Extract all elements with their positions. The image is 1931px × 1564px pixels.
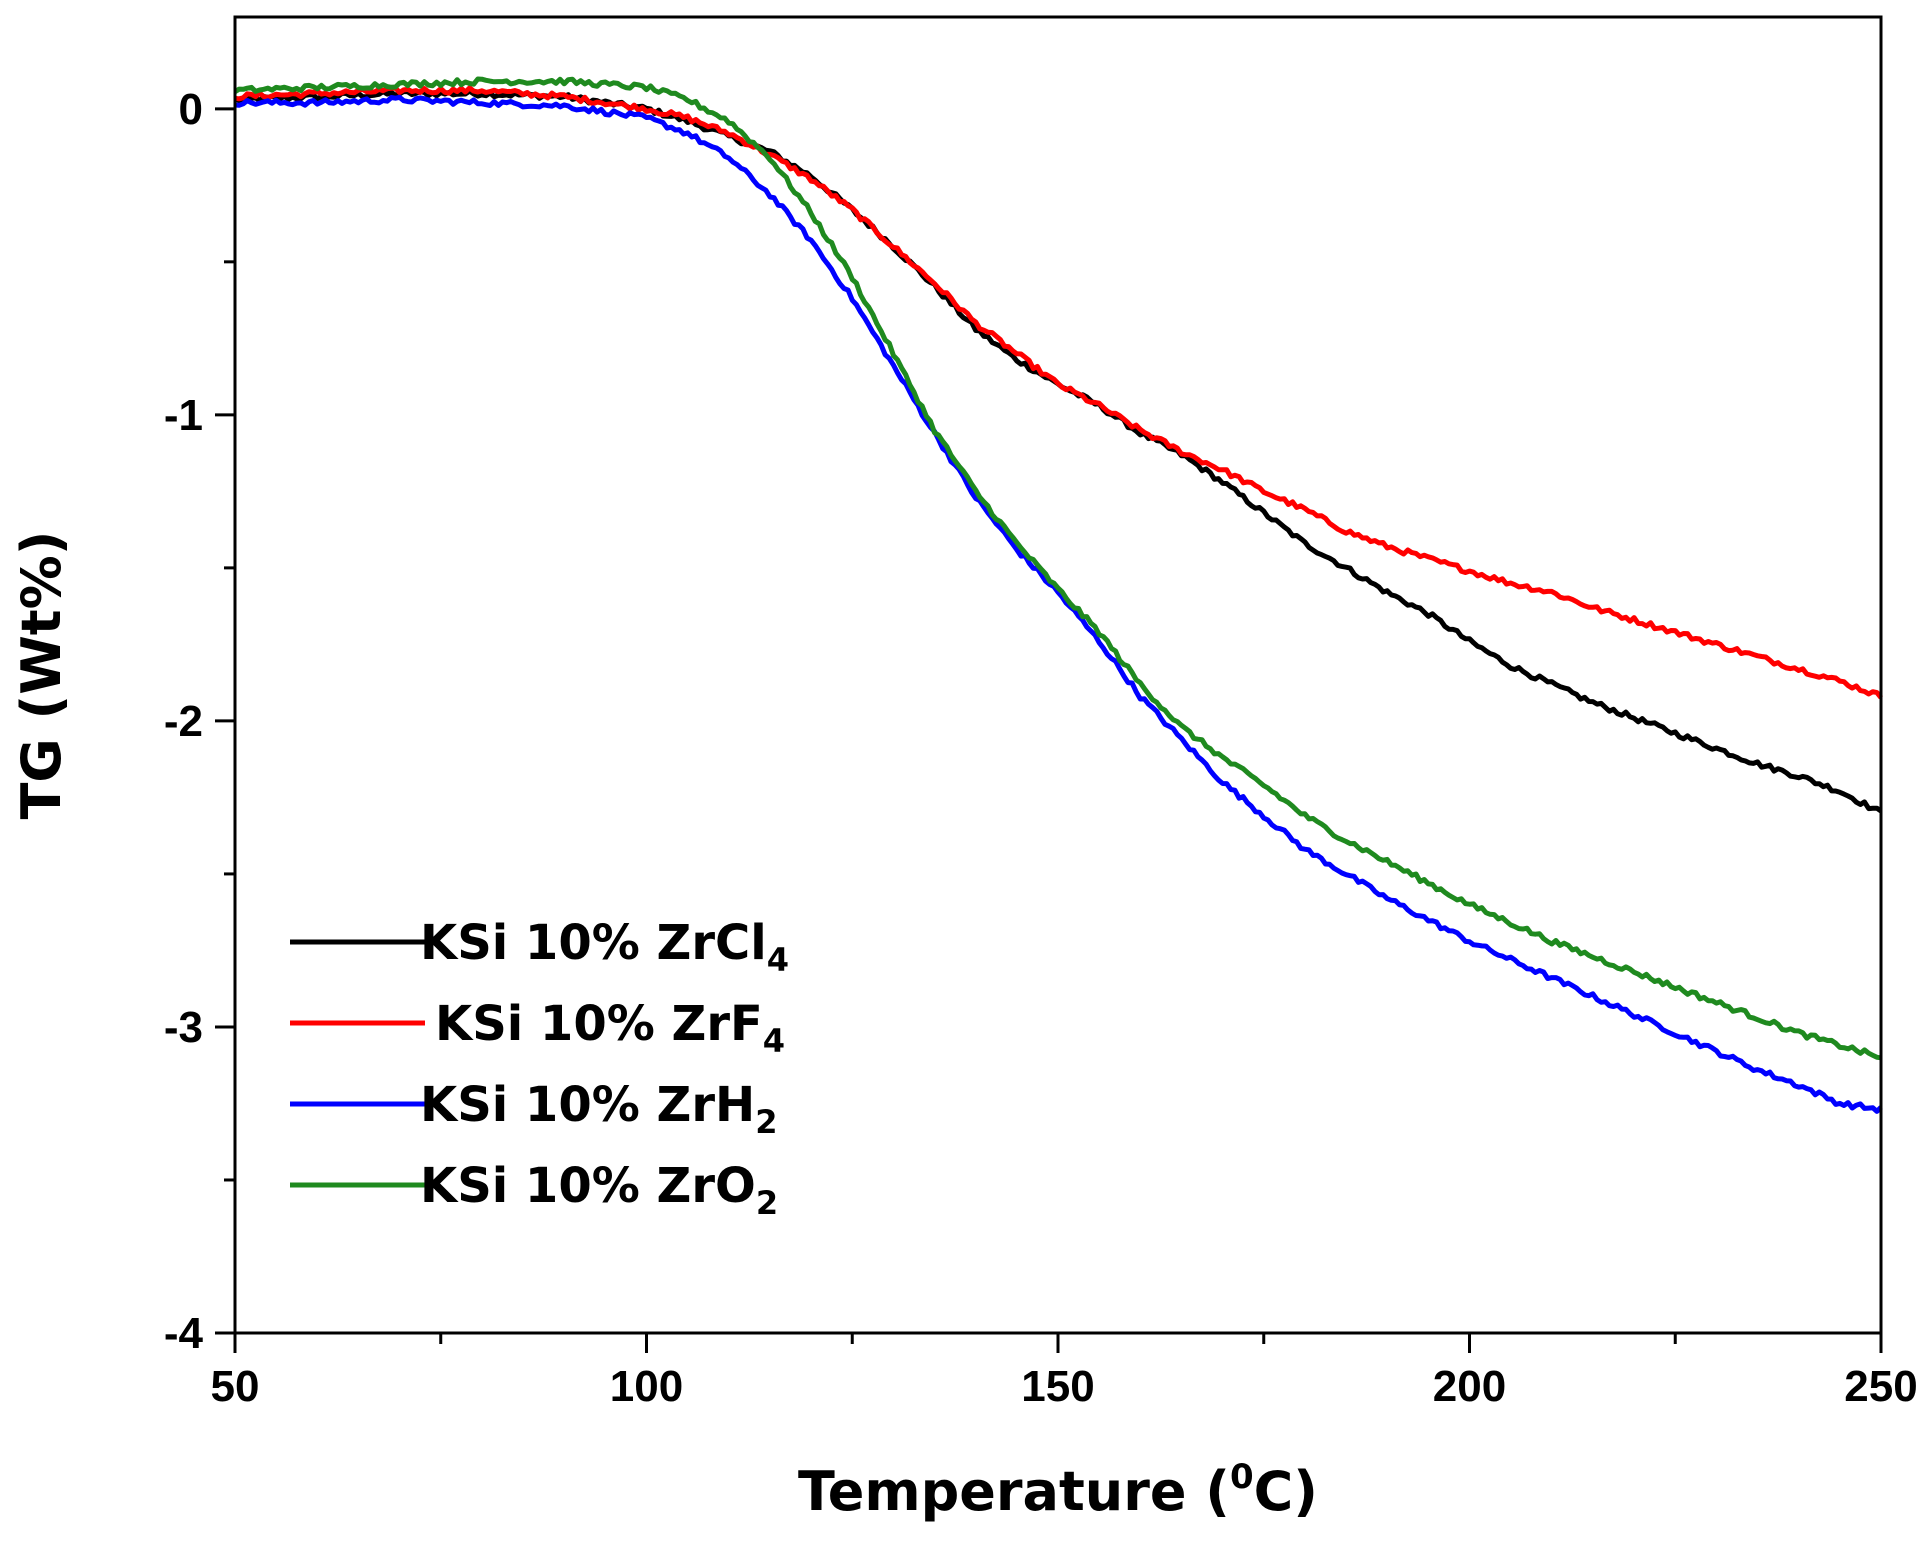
legend-label-text: KSi 10% ZrH: [420, 1077, 755, 1133]
series-line-4: [233, 76, 1882, 1061]
legend-label-text: KSi 10% ZrF: [435, 996, 763, 1052]
y-tick-label: -3: [164, 1003, 203, 1052]
legend-label-text: KSi 10% ZrCl: [420, 915, 767, 971]
x-tick-label: 100: [610, 1362, 683, 1411]
series-line-1: [233, 88, 1883, 814]
y-tick-label: -4: [164, 1309, 204, 1358]
x-tick-label: 50: [211, 1362, 260, 1411]
legend-label-text: KSi 10% ZrO: [420, 1158, 756, 1214]
ticks-layer: [215, 107, 1883, 1353]
legend-label-subscript: 4: [763, 1022, 785, 1060]
x-tick-label: 200: [1433, 1362, 1506, 1411]
tick-labels-layer: 50 100 150 200 250 0 -1 -2 -3 -4: [164, 85, 1918, 1411]
series-layer: [233, 76, 1883, 1114]
legend-label-subscript: 4: [767, 941, 789, 979]
legend-label-2: KSi 10% ZrF4: [435, 996, 785, 1060]
y-tick-label: -1: [164, 391, 203, 440]
legend-label-3: KSi 10% ZrH2: [420, 1077, 777, 1141]
legend-label-subscript: 2: [755, 1103, 777, 1141]
legend-label-4: KSi 10% ZrO2: [420, 1158, 778, 1222]
y-tick-label: -2: [164, 697, 203, 746]
y-axis-title: TG (Wt%): [10, 531, 73, 820]
x-axis-title-unit: C): [1254, 1460, 1318, 1523]
x-tick-label: 150: [1021, 1362, 1094, 1411]
plot-frame: [233, 15, 1883, 1335]
x-axis-title: Temperature (0C): [798, 1457, 1318, 1523]
legend-label-subscript: 2: [756, 1184, 778, 1222]
series-line-2: [234, 85, 1883, 700]
x-tick-label: 250: [1844, 1362, 1917, 1411]
y-tick-label: 0: [179, 85, 203, 134]
series-line-3: [234, 94, 1883, 1114]
legend-label-1: KSi 10% ZrCl4: [420, 915, 789, 979]
x-axis-title-main: Temperature (: [798, 1460, 1230, 1523]
x-axis-title-superscript: 0: [1230, 1457, 1254, 1497]
